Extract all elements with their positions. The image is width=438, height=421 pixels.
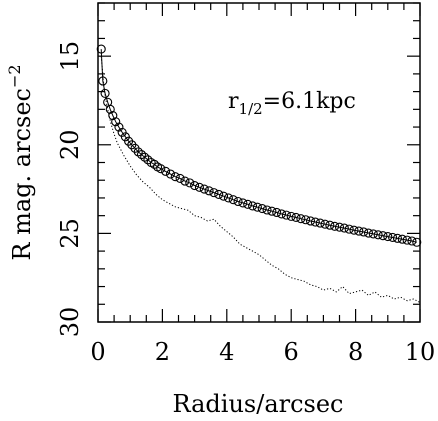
data-point (108, 110, 118, 121)
data-point (175, 173, 185, 183)
data-point (334, 222, 345, 232)
x-tick-label: 4 (219, 338, 234, 366)
data-point (305, 216, 316, 226)
data-point (149, 159, 159, 169)
data-point (383, 232, 393, 242)
data-point (165, 169, 175, 179)
data-point (412, 237, 422, 247)
data-point (344, 224, 354, 234)
data-point (228, 195, 238, 205)
data-point (262, 205, 272, 215)
data-point (161, 166, 171, 176)
data-point (111, 117, 121, 127)
data-point (267, 206, 277, 216)
data-point (407, 236, 417, 246)
data-point (194, 182, 204, 192)
data-point (204, 186, 214, 196)
data-point (257, 204, 267, 214)
data-point (105, 104, 115, 114)
data-point (330, 221, 340, 231)
data-point (223, 193, 233, 203)
data-point (180, 176, 190, 186)
data-point (214, 189, 224, 199)
data-point (199, 184, 209, 194)
circle-profile-line (100, 49, 417, 243)
x-tick-label: 0 (90, 338, 105, 366)
data-point (315, 218, 325, 228)
y-tick-label: 25 (56, 218, 84, 249)
data-point (291, 212, 301, 222)
x-axis-label: Radius/arcsec (172, 390, 343, 418)
data-point (243, 199, 253, 209)
data-point (296, 214, 306, 224)
y-tick-label: 30 (56, 307, 84, 338)
data-point (354, 226, 364, 236)
x-tick-label: 8 (348, 338, 363, 366)
data-point (310, 217, 320, 227)
data-point (301, 215, 311, 225)
circle-series (96, 44, 422, 247)
data-point (363, 228, 374, 238)
data-point (238, 198, 248, 208)
y-tick-label: 15 (56, 41, 84, 72)
data-point (100, 88, 110, 98)
data-point (392, 233, 403, 243)
data-point (388, 232, 398, 243)
data-point (325, 220, 335, 230)
data-point (248, 201, 258, 211)
data-point (286, 211, 296, 221)
x-tick-label: 6 (284, 338, 299, 366)
data-point (368, 229, 378, 239)
y-tick-labels: 15 20 25 30 (56, 41, 84, 337)
data-point (272, 207, 282, 218)
data-point (252, 202, 262, 212)
data-point (281, 210, 291, 220)
data-point (233, 196, 243, 207)
plot-frame (97, 2, 421, 323)
data-point (96, 44, 106, 54)
data-point (373, 230, 383, 240)
data-point (190, 180, 200, 191)
data-point (276, 209, 287, 219)
data-point (143, 155, 153, 165)
data-point (170, 172, 180, 182)
x-tick-label: 10 (405, 338, 436, 366)
data-point (136, 149, 147, 160)
data-point (209, 188, 219, 198)
data-point (339, 223, 349, 233)
data-point (133, 147, 143, 157)
data-point (397, 234, 407, 244)
dotted-series (100, 56, 421, 303)
dotted-profile-line (100, 56, 421, 303)
data-point (378, 231, 388, 241)
data-point (98, 76, 108, 86)
data-point (349, 225, 359, 235)
y-tick-label: 20 (56, 130, 84, 161)
data-point (114, 122, 124, 132)
data-point (185, 178, 195, 188)
data-point (359, 227, 369, 237)
data-point (219, 191, 229, 201)
data-point (140, 152, 150, 162)
data-point (156, 164, 166, 174)
data-point (320, 219, 330, 229)
x-tick-labels: 0 2 4 6 8 10 (90, 338, 435, 366)
half-light-radius-annotation: r1/2=6.1kpc (228, 89, 356, 118)
y-axis-label: R mag. arcsec−2 (5, 64, 36, 260)
data-point (402, 235, 412, 245)
x-tick-label: 2 (155, 338, 170, 366)
axis-ticks (97, 2, 421, 323)
